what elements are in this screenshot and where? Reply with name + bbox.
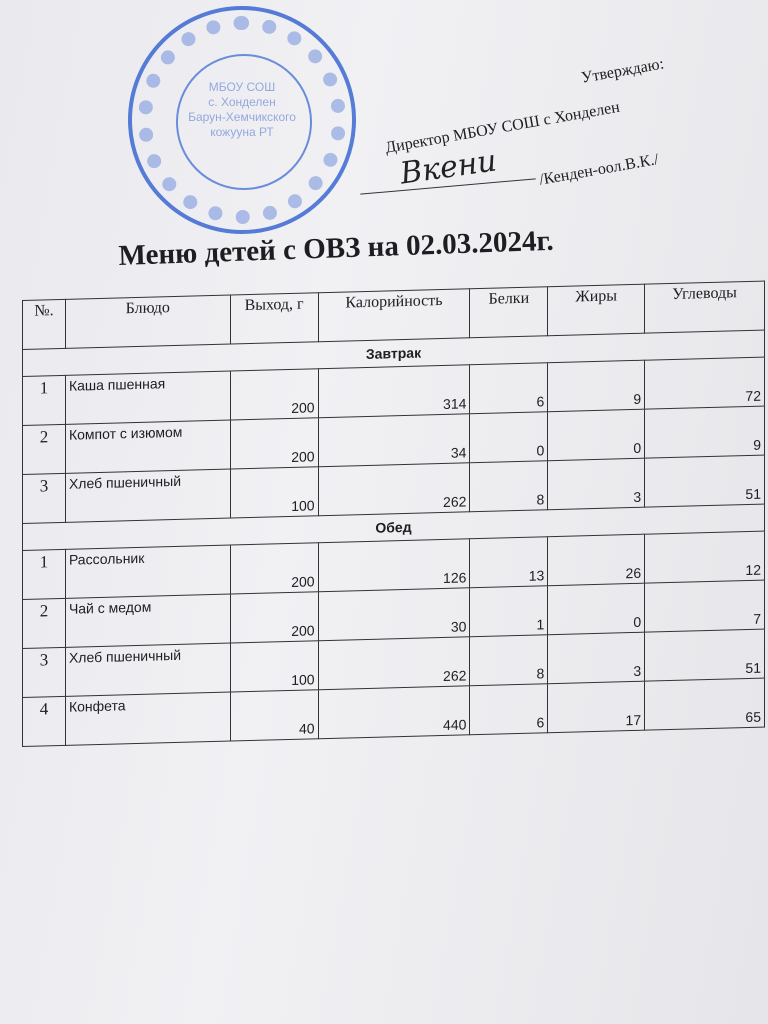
row-number: 2 [22,424,66,475]
column-header: Блюдо [65,295,231,349]
fat-cell: 26 [547,534,645,586]
page-title: Меню детей с ОВЗ на 02.03.2024г. [118,224,555,272]
yield-cell: 200 [230,368,319,421]
fat-cell: 3 [547,458,645,510]
menu-table: №. Блюдо Выход, г Калорийность Белки Жиры Угле… [22,281,765,747]
yield-cell: 100 [230,640,319,693]
fat-cell: 17 [547,681,645,733]
carbs-cell: 65 [644,678,765,731]
carbs-cell: 12 [644,531,765,584]
calories-cell: 262 [318,462,470,516]
yield-cell: 100 [230,466,319,519]
fat-cell: 0 [547,583,645,635]
dish-name: Чай с медом [65,594,231,648]
approve-label: Утверждаю: [580,55,666,87]
row-number: 1 [22,375,66,426]
protein-cell: 0 [469,411,548,463]
calories-cell: 30 [318,587,470,641]
dish-name: Компот с изюмом [65,420,231,474]
dish-name: Рассольник [65,545,231,599]
row-number: 3 [22,473,66,524]
row-number: 4 [22,696,66,747]
row-number: 1 [22,549,66,600]
column-header: Выход, г [230,292,319,345]
column-header: Жиры [547,284,645,336]
fat-cell: 9 [547,360,645,412]
calories-cell: 126 [318,538,470,592]
protein-cell: 8 [469,634,548,686]
yield-cell: 40 [230,689,319,742]
dish-name: Хлеб пшеничный [65,469,231,523]
carbs-cell: 72 [644,357,765,410]
carbs-cell: 7 [644,580,765,633]
carbs-cell: 9 [644,406,765,459]
stamp-center-text: МБОУ СОШ с. Хонделен Барун-Хемчикского к… [188,80,296,139]
fat-cell: 3 [547,632,645,684]
yield-cell: 200 [230,542,319,595]
official-stamp: МБОУ СОШ с. Хонделен Барун-Хемчикского к… [128,6,356,234]
yield-cell: 200 [230,591,319,644]
row-number: 3 [22,647,66,698]
dish-name: Конфета [65,692,231,746]
column-header: Калорийность [318,288,470,342]
calories-cell: 314 [318,364,470,418]
stamp-inner-circle [176,54,312,190]
protein-cell: 8 [469,460,548,512]
carbs-cell: 51 [644,455,765,508]
dish-name: Хлеб пшеничный [65,643,231,697]
protein-cell: 1 [469,585,548,637]
fat-cell: 0 [547,409,645,461]
column-header: Белки [469,286,548,338]
protein-cell: 13 [469,536,548,588]
calories-cell: 262 [318,636,470,690]
dish-name: Каша пшенная [65,371,231,425]
director-position: Директор МБОУ СОШ с Хонделен [384,98,622,157]
column-header: №. [22,299,66,350]
row-number: 2 [22,598,66,649]
protein-cell: 6 [469,362,548,414]
column-header: Углеводы [644,281,765,334]
calories-cell: 440 [318,685,470,739]
calories-cell: 34 [318,413,470,467]
carbs-cell: 51 [644,629,765,682]
protein-cell: 6 [469,683,548,735]
director-name: /Кенден-оол.В.К./ [538,151,660,189]
yield-cell: 200 [230,417,319,470]
